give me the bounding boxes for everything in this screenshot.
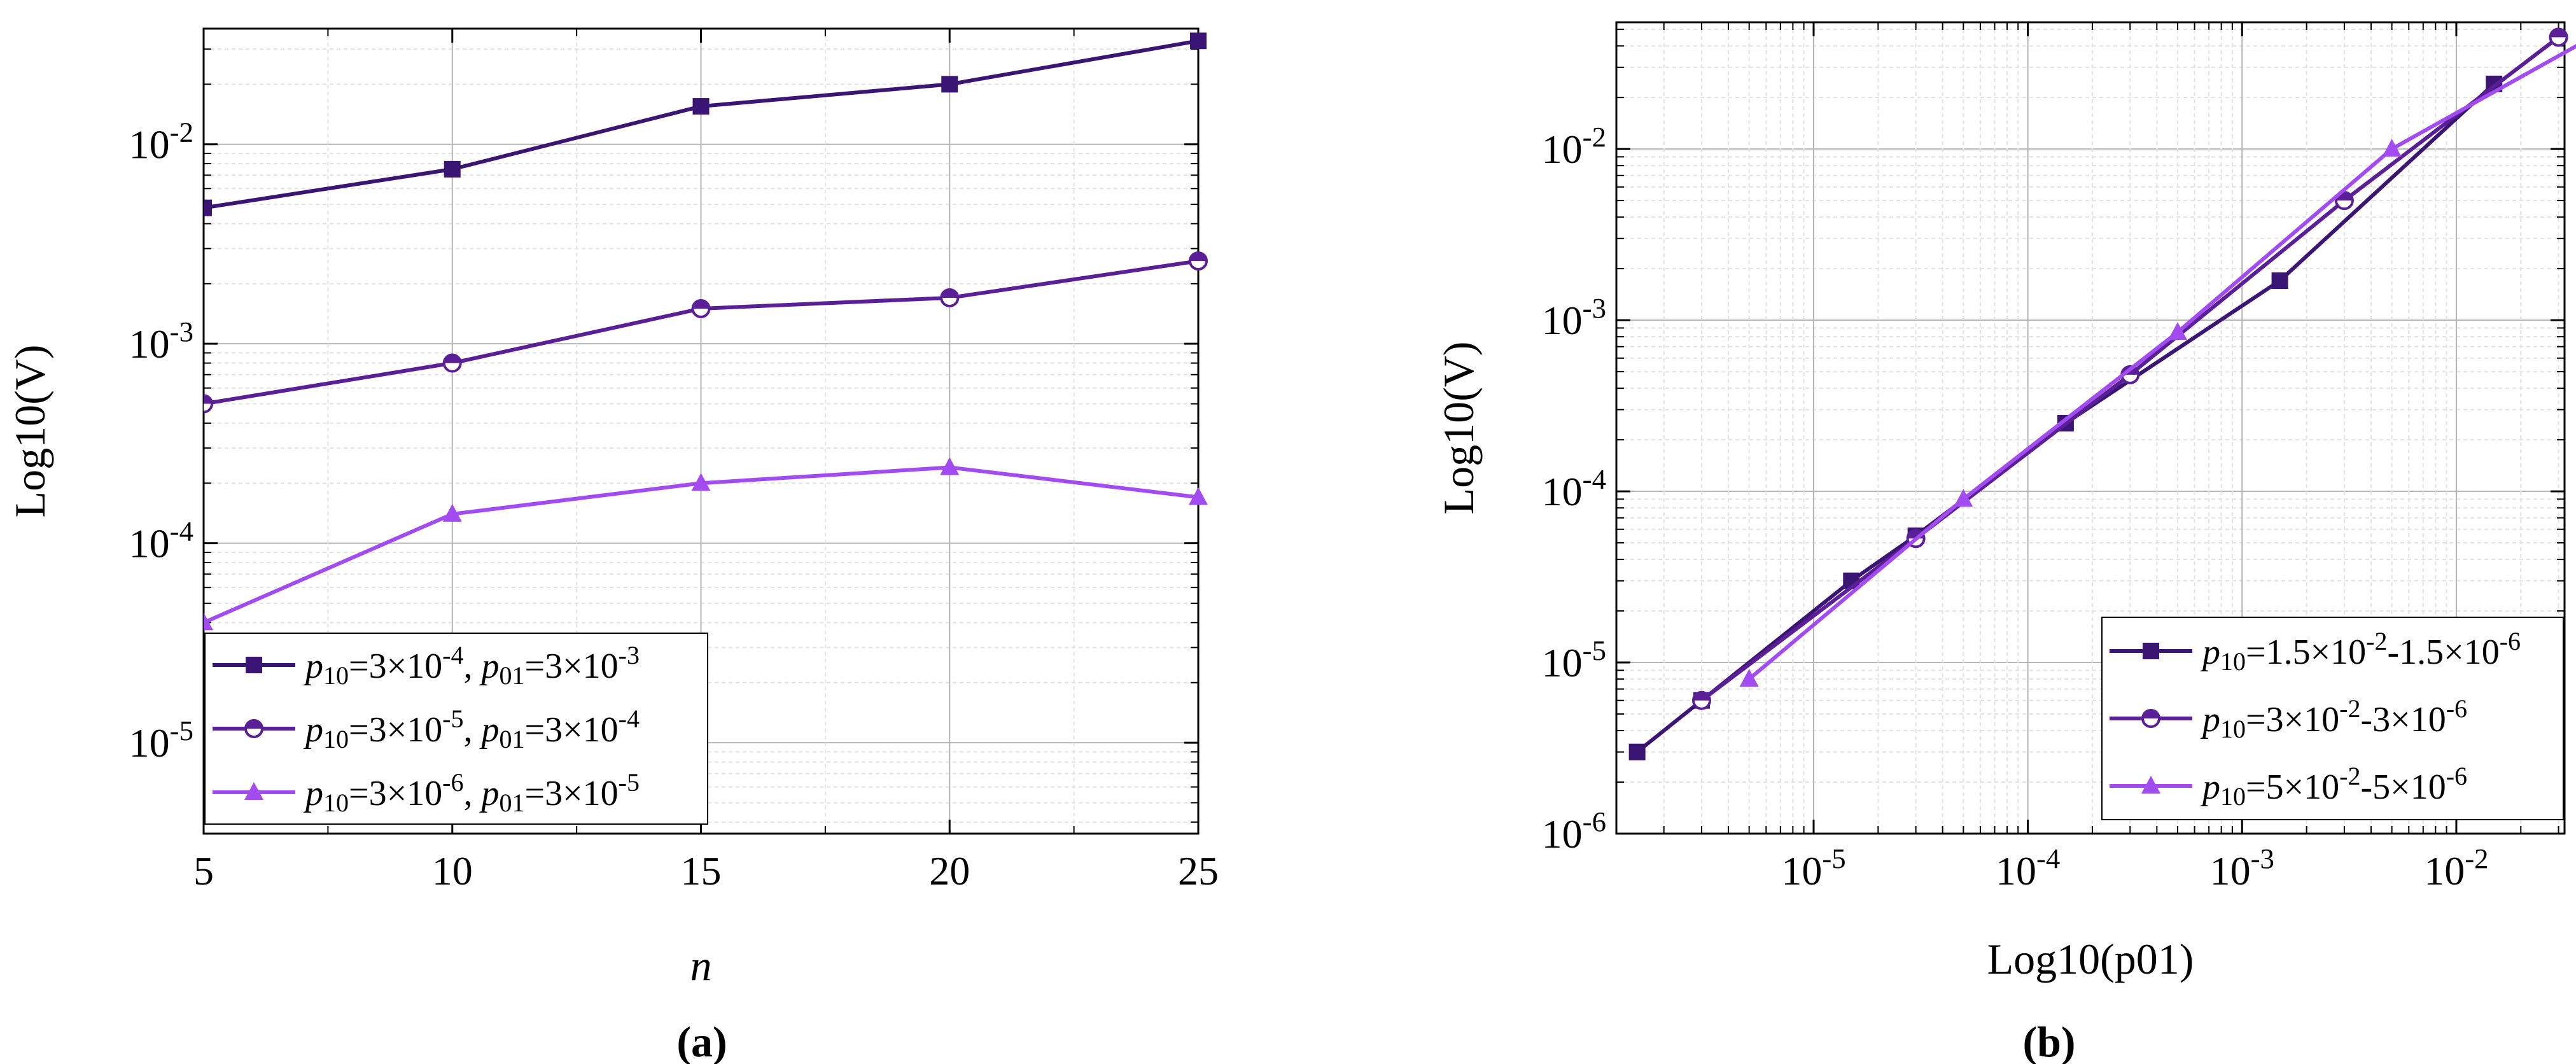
x-tick-label: 15 (681, 848, 722, 893)
y-tick-label: 10-2 (1542, 121, 1606, 172)
x-tick-label: 10-4 (1996, 843, 2060, 893)
legend-label: p10=3×10-5, p01=3×10-4 (303, 704, 640, 753)
data-point-square (1628, 743, 1646, 760)
legend-entry: p10=3×10-5, p01=3×10-4 (213, 704, 640, 753)
y-tick-label: 10-3 (1542, 292, 1606, 343)
x-axis-label: n (690, 941, 712, 990)
legend-entry: p10=5×10-2-5×10-6 (2110, 762, 2467, 811)
data-point-half-circle (1189, 251, 1208, 271)
data-point-triangle (442, 503, 462, 522)
data-point-square (2271, 272, 2288, 290)
legend-label: p10=5×10-2-5×10-6 (2200, 762, 2467, 811)
panel-label: (a) (676, 1018, 727, 1064)
grid (1616, 22, 2565, 834)
x-tick-label: 20 (929, 848, 970, 893)
data-point-triangle (2167, 322, 2187, 340)
panel-label: (b) (2022, 1018, 2075, 1064)
legend-label: p10=3×10-2-3×10-6 (2200, 694, 2467, 743)
data-point-triangle (1189, 487, 1208, 505)
data-point-half-circle (1691, 690, 1711, 710)
data-point-triangle (1739, 669, 1759, 687)
data-point-triangle (2382, 139, 2402, 157)
y-tick-label: 10-6 (1542, 806, 1606, 857)
data-point-half-circle (2549, 27, 2568, 47)
legend-label: p10=3×10-4, p01=3×10-3 (303, 641, 640, 690)
y-axis-label: Log10(V) (1434, 342, 1483, 515)
legend-label: p10=1.5×10-2-1.5×10-6 (2200, 627, 2521, 676)
data-point-triangle (940, 457, 960, 475)
legend-entry: p10=1.5×10-2-1.5×10-6 (2110, 627, 2521, 676)
data-point-triangle (204, 612, 213, 631)
series-group (1628, 27, 2576, 760)
legend-marker-triangle (244, 782, 263, 800)
legend-marker-square (246, 657, 262, 673)
data-point-half-circle (442, 353, 462, 373)
y-tick-label: 10-2 (129, 116, 193, 167)
data-point-square (692, 98, 710, 115)
legend-marker-square (2143, 643, 2159, 659)
plot-frame (1615, 21, 2566, 835)
x-tick-label: 10 (432, 848, 473, 893)
data-point-square (204, 199, 212, 216)
y-tick-label: 10-5 (1542, 634, 1606, 685)
legend-marker-half-circle (2141, 709, 2160, 728)
data-point-half-circle (691, 298, 711, 318)
data-point-square (1190, 32, 1207, 50)
legend-label: p10=3×10-6, p01=3×10-5 (303, 768, 640, 817)
legend-marker-half-circle (244, 719, 263, 738)
x-axis-label: Log10(p01) (1987, 935, 2194, 983)
axis-ticks (1616, 22, 2565, 835)
data-point-triangle (1954, 489, 1973, 507)
data-point-square (941, 76, 958, 93)
x-tick-label: 5 (193, 848, 214, 893)
x-tick-label: 10-3 (2210, 843, 2274, 893)
series-group (204, 32, 1208, 631)
panel-a-chart: 10-5 10-4 10-3 10-2 5 10 15 20 25 Log10(V) n (a) p10… (6, 27, 1219, 1064)
y-axis-label: Log10(V) (6, 345, 54, 518)
y-tick-label: 10-4 (129, 515, 193, 566)
legend: p10=3×10-4, p01=3×10-3 p10=3×10-5, p01=3×… (204, 633, 708, 825)
legend-entry: p10=3×10-2-3×10-6 (2110, 694, 2467, 743)
data-point-half-circle (204, 394, 213, 414)
data-point-triangle (691, 473, 711, 491)
x-tick-label: 10-5 (1781, 843, 1845, 893)
series-line (1747, 44, 2576, 681)
data-point-square (444, 160, 461, 178)
y-tick-label: 10-4 (1542, 463, 1606, 514)
x-tick-label: 25 (1178, 848, 1219, 893)
legend: p10=1.5×10-2-1.5×10-6 p10=3×10-2-3×10-6 p1… (2101, 617, 2564, 820)
y-tick-label: 10-5 (129, 715, 193, 766)
panel-b-chart: 10-6 10-5 10-4 10-3 10-2 10-5 10-4 10-3 10-2 Log1… (1434, 21, 2576, 1064)
legend-entry: p10=3×10-4, p01=3×10-3 (213, 641, 640, 690)
legend-marker-triangle (2141, 776, 2160, 794)
data-point-half-circle (940, 288, 960, 307)
y-tick-label: 10-3 (129, 316, 193, 367)
x-tick-label: 10-2 (2424, 843, 2488, 893)
legend-entry: p10=3×10-6, p01=3×10-5 (213, 768, 640, 817)
